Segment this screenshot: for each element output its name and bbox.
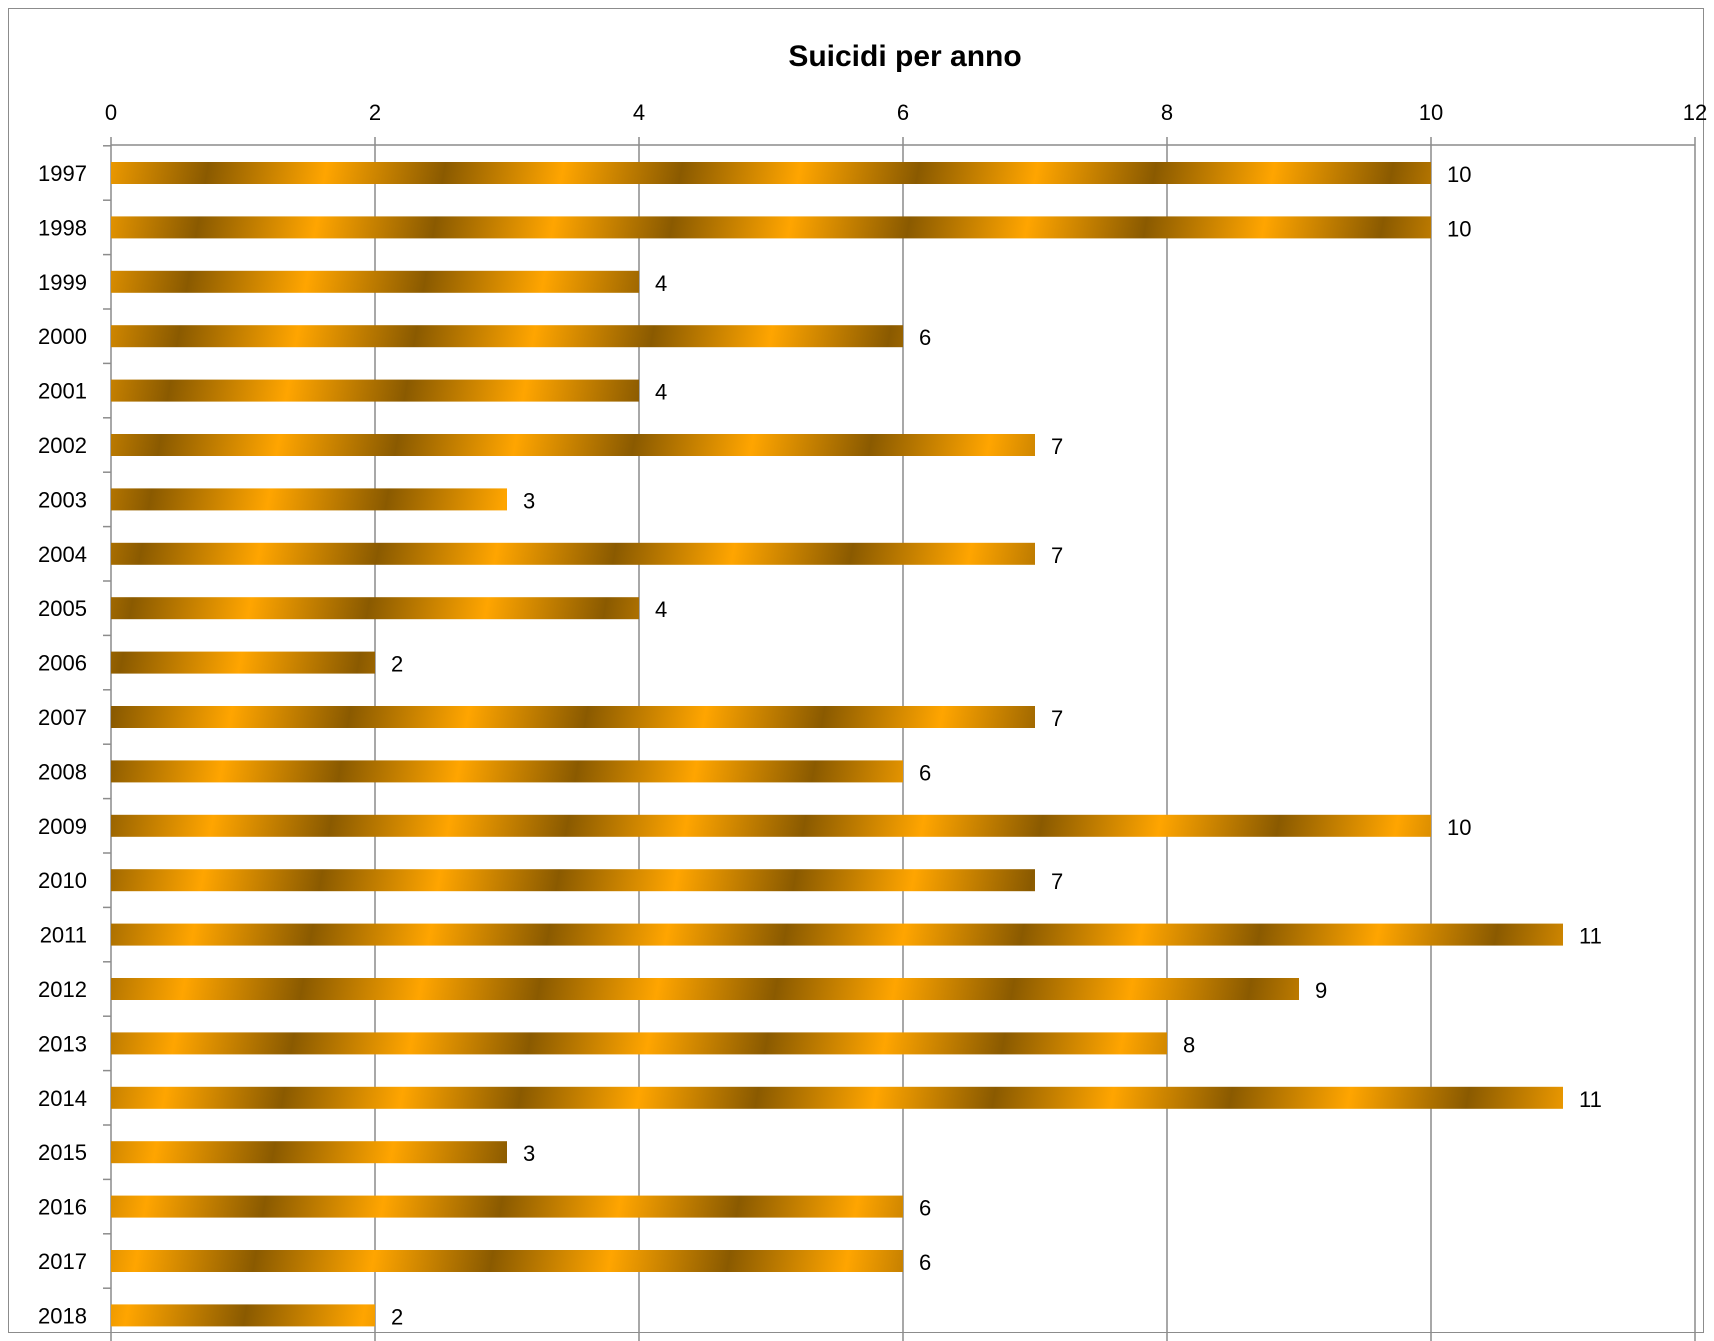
category-label: 2014 [38, 1086, 87, 1111]
category-label: 2015 [38, 1140, 87, 1165]
data-label: 3 [523, 488, 535, 513]
bar [111, 488, 507, 511]
category-label: 2007 [38, 705, 87, 730]
bar [111, 379, 639, 402]
data-label: 7 [1051, 706, 1063, 731]
bar [111, 1250, 903, 1272]
bar [111, 542, 1035, 565]
data-label: 9 [1315, 978, 1327, 1003]
data-label: 7 [1051, 543, 1063, 568]
bar [111, 1032, 1167, 1055]
axes: 0 2 4 6 8 10 12 [103, 100, 1707, 1341]
bar [111, 1086, 1563, 1109]
bar [111, 978, 1299, 1000]
data-label: 7 [1051, 434, 1063, 459]
bar [111, 325, 903, 348]
data-label: 6 [919, 760, 931, 785]
bar [111, 760, 903, 783]
data-label: 2 [391, 1304, 403, 1329]
data-label: 2 [391, 652, 403, 677]
category-label: 2003 [38, 487, 87, 512]
x-tick-label: 10 [1419, 100, 1443, 125]
bar [111, 1195, 903, 1218]
grid-lines [374, 137, 1696, 1341]
data-label: 4 [655, 380, 667, 405]
data-label: 4 [655, 597, 667, 622]
bars [111, 162, 1563, 1327]
bar [111, 216, 1431, 239]
data-label: 11 [1579, 1087, 1602, 1112]
category-label: 2017 [38, 1249, 87, 1274]
bar [111, 597, 639, 620]
labels: 1997 10 1998 10 1999 4 2000 6 2001 4 2002 7 2003 3 200… [38, 161, 1602, 1329]
category-label: 2001 [38, 379, 87, 404]
bar [111, 434, 1035, 456]
x-tick-label: 0 [105, 100, 117, 125]
data-label: 3 [523, 1141, 535, 1166]
data-label: 4 [655, 271, 667, 296]
category-label: 2013 [38, 1031, 87, 1056]
category-label: 1998 [38, 215, 87, 240]
category-label: 2004 [38, 542, 87, 567]
bar [111, 1304, 375, 1327]
category-label: 1997 [38, 161, 87, 186]
data-label: 7 [1051, 869, 1063, 894]
category-label: 2016 [38, 1195, 87, 1220]
x-tick-label: 12 [1683, 100, 1707, 125]
x-tick-label: 2 [369, 100, 381, 125]
data-label: 10 [1447, 216, 1471, 241]
x-tick-label: 6 [897, 100, 909, 125]
data-label: 6 [919, 1196, 931, 1221]
bar [111, 162, 1431, 184]
bar [111, 706, 1035, 728]
category-label: 2009 [38, 814, 87, 839]
category-label: 2008 [38, 759, 87, 784]
category-label: 2018 [38, 1303, 87, 1328]
bar [111, 270, 639, 293]
category-label: 2010 [38, 868, 87, 893]
data-label: 11 [1579, 924, 1602, 949]
data-label: 6 [919, 325, 931, 350]
category-label: 2002 [38, 433, 87, 458]
category-label: 2006 [38, 651, 87, 676]
bar [111, 923, 1563, 946]
data-label: 10 [1447, 815, 1471, 840]
data-label: 8 [1183, 1032, 1195, 1057]
chart-title: Suicidi per anno [788, 40, 1021, 73]
category-label: 2012 [38, 977, 87, 1002]
bar [111, 1141, 507, 1164]
bar [111, 869, 1035, 892]
bar [111, 814, 1431, 837]
bar [111, 651, 375, 674]
data-label: 6 [919, 1250, 931, 1275]
category-label: 1999 [38, 270, 87, 295]
category-label: 2005 [38, 596, 87, 621]
x-tick-label: 8 [1161, 100, 1173, 125]
category-label: 2000 [38, 324, 87, 349]
data-label: 10 [1447, 162, 1471, 187]
x-tick-label: 4 [633, 100, 645, 125]
category-label: 2011 [40, 923, 87, 948]
